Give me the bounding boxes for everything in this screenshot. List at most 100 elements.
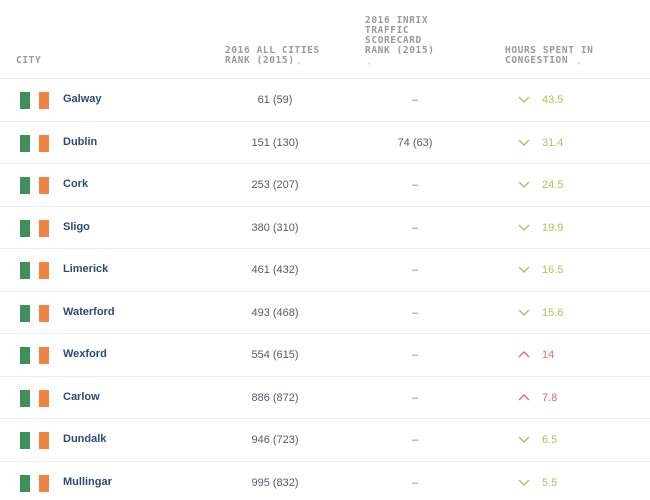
trend-down-chevron-icon <box>517 136 531 148</box>
flag-green-stripe <box>20 474 30 492</box>
all-cities-rank-value: 554 (615) <box>251 349 299 361</box>
hours-in-congestion-value: 6.5 <box>542 434 558 446</box>
table-row: Waterford 493 (468) – 15.6 <box>0 292 650 334</box>
column-header-city[interactable]: CITY <box>16 56 41 66</box>
flag-orange-stripe <box>39 262 49 279</box>
table-row: Galway 61 (59) – 43.5 <box>0 79 650 122</box>
inrix-rank-value: 74 (63) <box>397 136 433 149</box>
flag-orange-stripe <box>39 474 49 492</box>
all-cities-rank-value: 493 (468) <box>251 306 299 319</box>
trend-down-chevron-icon <box>517 433 531 445</box>
inrix-rank-value: – <box>411 306 419 319</box>
inrix-rank-value: – <box>411 221 419 234</box>
flag-green-stripe <box>20 389 30 407</box>
hours-in-congestion-value: 19.9 <box>542 221 564 234</box>
flag-orange-stripe <box>39 134 49 152</box>
flag-green-stripe <box>20 134 30 152</box>
sort-chevron-icon[interactable]: ⌄ <box>576 57 582 66</box>
inrix-rank-value: – <box>411 179 419 191</box>
flag-green-stripe <box>20 347 30 364</box>
all-cities-rank-value: 461 (432) <box>251 264 299 276</box>
all-cities-rank-value: 995 (832) <box>251 476 299 489</box>
ireland-flag-icon <box>20 134 50 152</box>
inrix-rank-value: – <box>411 264 419 276</box>
column-header-inrix-rank[interactable]: 2016 INRIX TRAFFIC SCORECARD RANK (2015)… <box>365 15 445 67</box>
column-header-city-label: CITY <box>16 55 42 66</box>
table-row: Dublin 151 (130) 74 (63) 31.4 <box>0 122 650 164</box>
hours-in-congestion-value: 43.5 <box>542 94 564 106</box>
city-name[interactable]: Wexford <box>63 348 107 360</box>
trend-down-chevron-icon <box>517 306 531 318</box>
table-header: CITY 2016 ALL CITIES RANK (2015) ⌄ 2016 I… <box>0 0 650 79</box>
city-name[interactable]: Carlow <box>63 390 100 403</box>
table-body: Galway 61 (59) – 43.5 Dublin 151 (130) 7… <box>0 79 650 500</box>
table-row: Cork 253 (207) – 24.5 <box>0 164 650 207</box>
column-header-label-line: 2016 ALL CITIES <box>225 45 320 56</box>
all-cities-rank-value: 61 (59) <box>257 94 293 106</box>
ireland-flag-icon <box>20 262 50 279</box>
city-name[interactable]: Galway <box>63 93 102 105</box>
flag-orange-stripe <box>39 432 49 449</box>
table-row: Wexford 554 (615) – 14 <box>0 334 650 377</box>
column-header-label-line: 2016 INRIX <box>365 15 429 26</box>
hours-in-congestion-value: 31.4 <box>542 136 564 149</box>
inrix-rank-value: – <box>411 476 419 489</box>
sort-chevron-icon[interactable]: ⌄ <box>367 57 373 66</box>
trend-up-chevron-icon <box>517 391 531 403</box>
ireland-flag-icon <box>20 177 50 194</box>
inrix-rank-value: – <box>411 349 419 361</box>
column-header-label-line: CONGESTION <box>505 55 569 66</box>
city-name[interactable]: Dublin <box>63 135 98 148</box>
flag-green-stripe <box>20 304 30 322</box>
flag-green-stripe <box>20 92 30 109</box>
flag-green-stripe <box>20 177 30 194</box>
flag-orange-stripe <box>39 304 49 322</box>
ireland-flag-icon <box>20 389 50 407</box>
flag-orange-stripe <box>39 347 49 364</box>
ireland-flag-icon <box>20 432 50 449</box>
hours-in-congestion-value: 7.8 <box>542 391 558 404</box>
flag-green-stripe <box>20 432 30 449</box>
ireland-flag-icon <box>20 474 50 492</box>
column-header-label-line: RANK (2015) <box>365 45 435 56</box>
all-cities-rank-value: 380 (310) <box>251 221 299 234</box>
column-header-label-line: RANK (2015) <box>225 55 295 66</box>
column-header-label-line: TRAFFIC <box>365 25 410 36</box>
column-header-all-cities-rank[interactable]: 2016 ALL CITIES RANK (2015) ⌄ <box>225 45 335 67</box>
city-name[interactable]: Limerick <box>63 263 109 275</box>
city-name[interactable]: Waterford <box>63 305 115 318</box>
hours-in-congestion-value: 16.5 <box>542 264 564 276</box>
city-name[interactable]: Sligo <box>63 220 90 233</box>
flag-orange-stripe <box>39 92 49 109</box>
table-row: Dundalk 946 (723) – 6.5 <box>0 419 650 462</box>
trend-down-chevron-icon <box>517 221 531 233</box>
inrix-rank-value: – <box>411 391 419 404</box>
ireland-flag-icon <box>20 219 50 237</box>
flag-green-stripe <box>20 262 30 279</box>
city-name[interactable]: Mullingar <box>63 475 112 488</box>
hours-in-congestion-value: 24.5 <box>542 179 564 191</box>
hours-in-congestion-value: 5.5 <box>542 476 558 489</box>
all-cities-rank-value: 886 (872) <box>251 391 299 404</box>
city-name[interactable]: Dundalk <box>63 433 107 445</box>
all-cities-rank-value: 253 (207) <box>251 179 299 191</box>
all-cities-rank-value: 151 (130) <box>251 136 299 149</box>
flag-orange-stripe <box>39 219 49 237</box>
column-header-label-line: SCORECARD <box>365 35 422 46</box>
ireland-flag-icon <box>20 347 50 364</box>
flag-orange-stripe <box>39 177 49 194</box>
trend-down-chevron-icon <box>517 476 531 488</box>
sort-chevron-icon[interactable]: ⌄ <box>296 57 302 66</box>
inrix-rank-value: – <box>411 434 419 446</box>
inrix-rank-value: – <box>411 94 419 106</box>
column-header-hours-in-congestion[interactable]: HOURS SPENT IN CONGESTION ⌄ <box>505 46 615 67</box>
flag-green-stripe <box>20 219 30 237</box>
city-name[interactable]: Cork <box>63 178 89 190</box>
hours-in-congestion-value: 14 <box>542 349 555 361</box>
ireland-flag-icon <box>20 304 50 322</box>
all-cities-rank-value: 946 (723) <box>251 434 299 446</box>
table-row: Carlow 886 (872) – 7.8 <box>0 377 650 419</box>
trend-down-chevron-icon <box>517 93 531 105</box>
table-row: Limerick 461 (432) – 16.5 <box>0 249 650 292</box>
